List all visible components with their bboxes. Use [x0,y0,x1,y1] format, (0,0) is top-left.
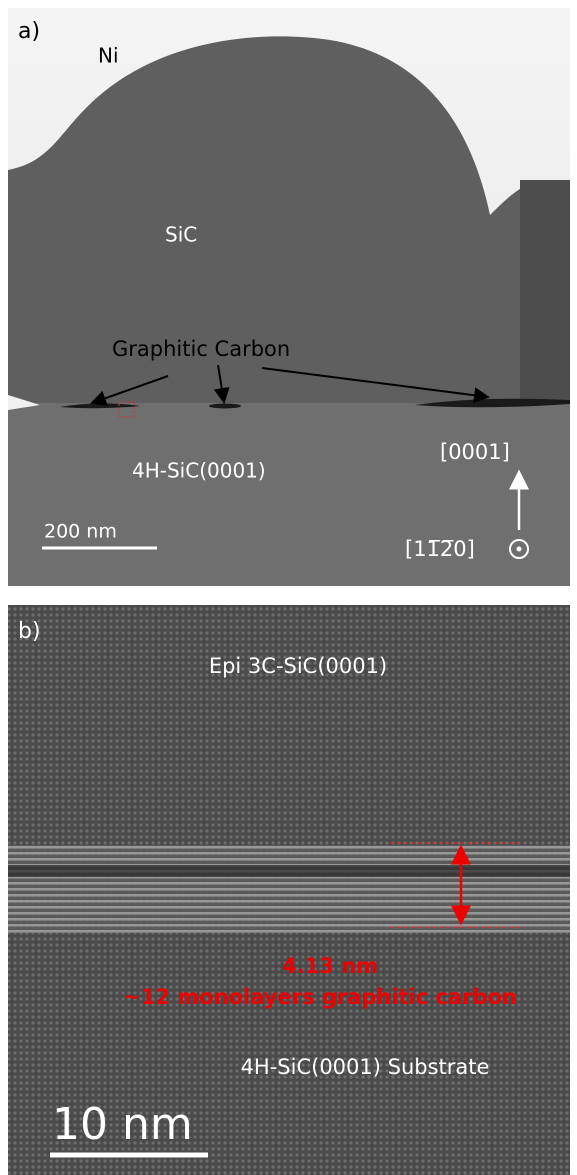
label: ~12 monolayers graphitic carbon [123,985,517,1009]
label: Epi 3C-SiC(0001) [209,654,387,678]
label: SiC [165,223,197,247]
label: [11̅2̅0] [405,537,475,561]
label: 4.13 nm [282,954,378,978]
panel-label: b) [18,619,41,644]
label: Graphitic Carbon [112,337,290,361]
label: Ni [98,44,119,68]
label: 4H-SiC(0001) [132,459,266,483]
substrate-region [8,403,570,586]
scale-bar-label: 10 nm [52,1099,193,1150]
label: 4H-SiC(0001) Substrate [241,1055,490,1079]
right-grain [520,180,570,410]
panel-b: b) Epi 3C-SiC(0001) 4.13 nm ~12 monolaye… [8,605,570,1175]
out-of-plane-dot [517,547,522,552]
label: [0001] [440,440,510,464]
panel-a: a) Ni SiC Graphitic Carbon 4H-SiC(0001) … [8,8,570,586]
scale-bar-label: 200 nm [44,521,117,543]
panel-label: a) [18,19,40,44]
dark-layer [8,865,570,877]
carbon-inclusion [209,404,241,409]
figure: a) Ni SiC Graphitic Carbon 4H-SiC(0001) … [0,0,577,1175]
graphitic-layers [8,845,570,933]
